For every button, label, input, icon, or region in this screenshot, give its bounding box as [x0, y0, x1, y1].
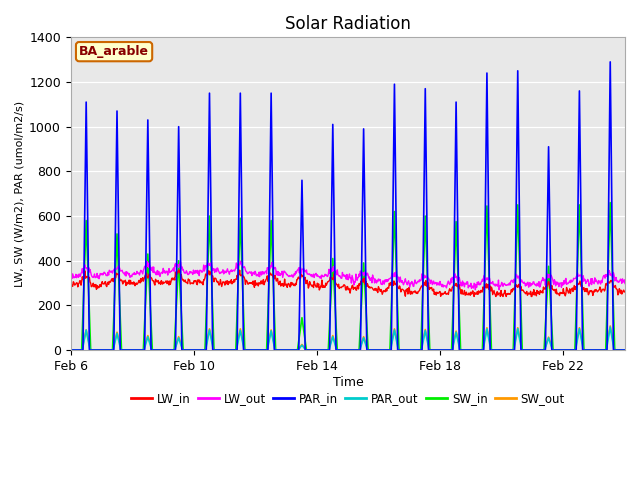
SW_out [67, 347, 75, 353]
PAR_in [621, 347, 629, 353]
SW_out [87, 347, 95, 353]
SW_out [515, 328, 522, 334]
PAR_out [269, 335, 276, 340]
SW_out [606, 323, 614, 329]
Y-axis label: LW, SW (W/m2), PAR (umol/m2/s): LW, SW (W/m2), PAR (umol/m2/s) [15, 101, 25, 287]
Legend: LW_in, LW_out, PAR_in, PAR_out, SW_in, SW_out: LW_in, LW_out, PAR_in, PAR_out, SW_in, S… [126, 387, 570, 410]
SW_out [197, 347, 205, 353]
Line: LW_out: LW_out [71, 261, 625, 290]
LW_in [470, 294, 478, 300]
LW_out [67, 272, 75, 278]
Line: SW_out: SW_out [71, 326, 625, 350]
SW_out [621, 347, 629, 353]
LW_in [381, 289, 389, 295]
LW_in [198, 280, 205, 286]
PAR_out [67, 347, 75, 353]
SW_in [87, 347, 95, 353]
LW_out [87, 269, 95, 275]
PAR_out [621, 347, 629, 353]
PAR_out [381, 347, 388, 353]
SW_out [269, 333, 276, 338]
LW_out [472, 287, 479, 293]
SW_out [381, 347, 388, 353]
LW_in [175, 267, 182, 273]
PAR_in [515, 124, 522, 130]
LW_out [197, 268, 205, 274]
PAR_in [298, 178, 306, 183]
Title: Solar Radiation: Solar Radiation [285, 15, 411, 33]
LW_out [269, 265, 277, 271]
LW_out [516, 280, 524, 286]
LW_out [299, 266, 307, 272]
PAR_in [269, 193, 276, 199]
Line: SW_in: SW_in [71, 203, 625, 350]
X-axis label: Time: Time [333, 375, 364, 389]
PAR_in [381, 347, 388, 353]
LW_out [236, 258, 244, 264]
SW_in [67, 347, 75, 353]
SW_in [197, 347, 205, 353]
LW_in [621, 289, 629, 295]
LW_in [299, 274, 307, 279]
PAR_in [197, 347, 205, 353]
LW_in [67, 283, 75, 288]
Line: PAR_in: PAR_in [71, 62, 625, 350]
Line: PAR_out: PAR_out [71, 327, 625, 350]
Text: BA_arable: BA_arable [79, 45, 149, 58]
SW_in [298, 315, 306, 321]
PAR_in [67, 347, 75, 353]
SW_in [606, 200, 614, 205]
LW_in [516, 285, 524, 291]
Line: LW_in: LW_in [71, 270, 625, 297]
LW_out [621, 281, 629, 287]
PAR_out [298, 342, 306, 348]
SW_out [298, 342, 306, 348]
PAR_in [87, 347, 95, 353]
LW_in [87, 280, 95, 286]
PAR_out [87, 347, 95, 353]
SW_in [381, 347, 388, 353]
PAR_out [197, 347, 205, 353]
LW_out [381, 279, 389, 285]
SW_in [515, 223, 522, 228]
PAR_out [606, 324, 614, 330]
SW_in [621, 347, 629, 353]
LW_in [269, 274, 277, 280]
PAR_out [515, 329, 522, 335]
SW_in [269, 255, 276, 261]
PAR_in [606, 59, 614, 65]
